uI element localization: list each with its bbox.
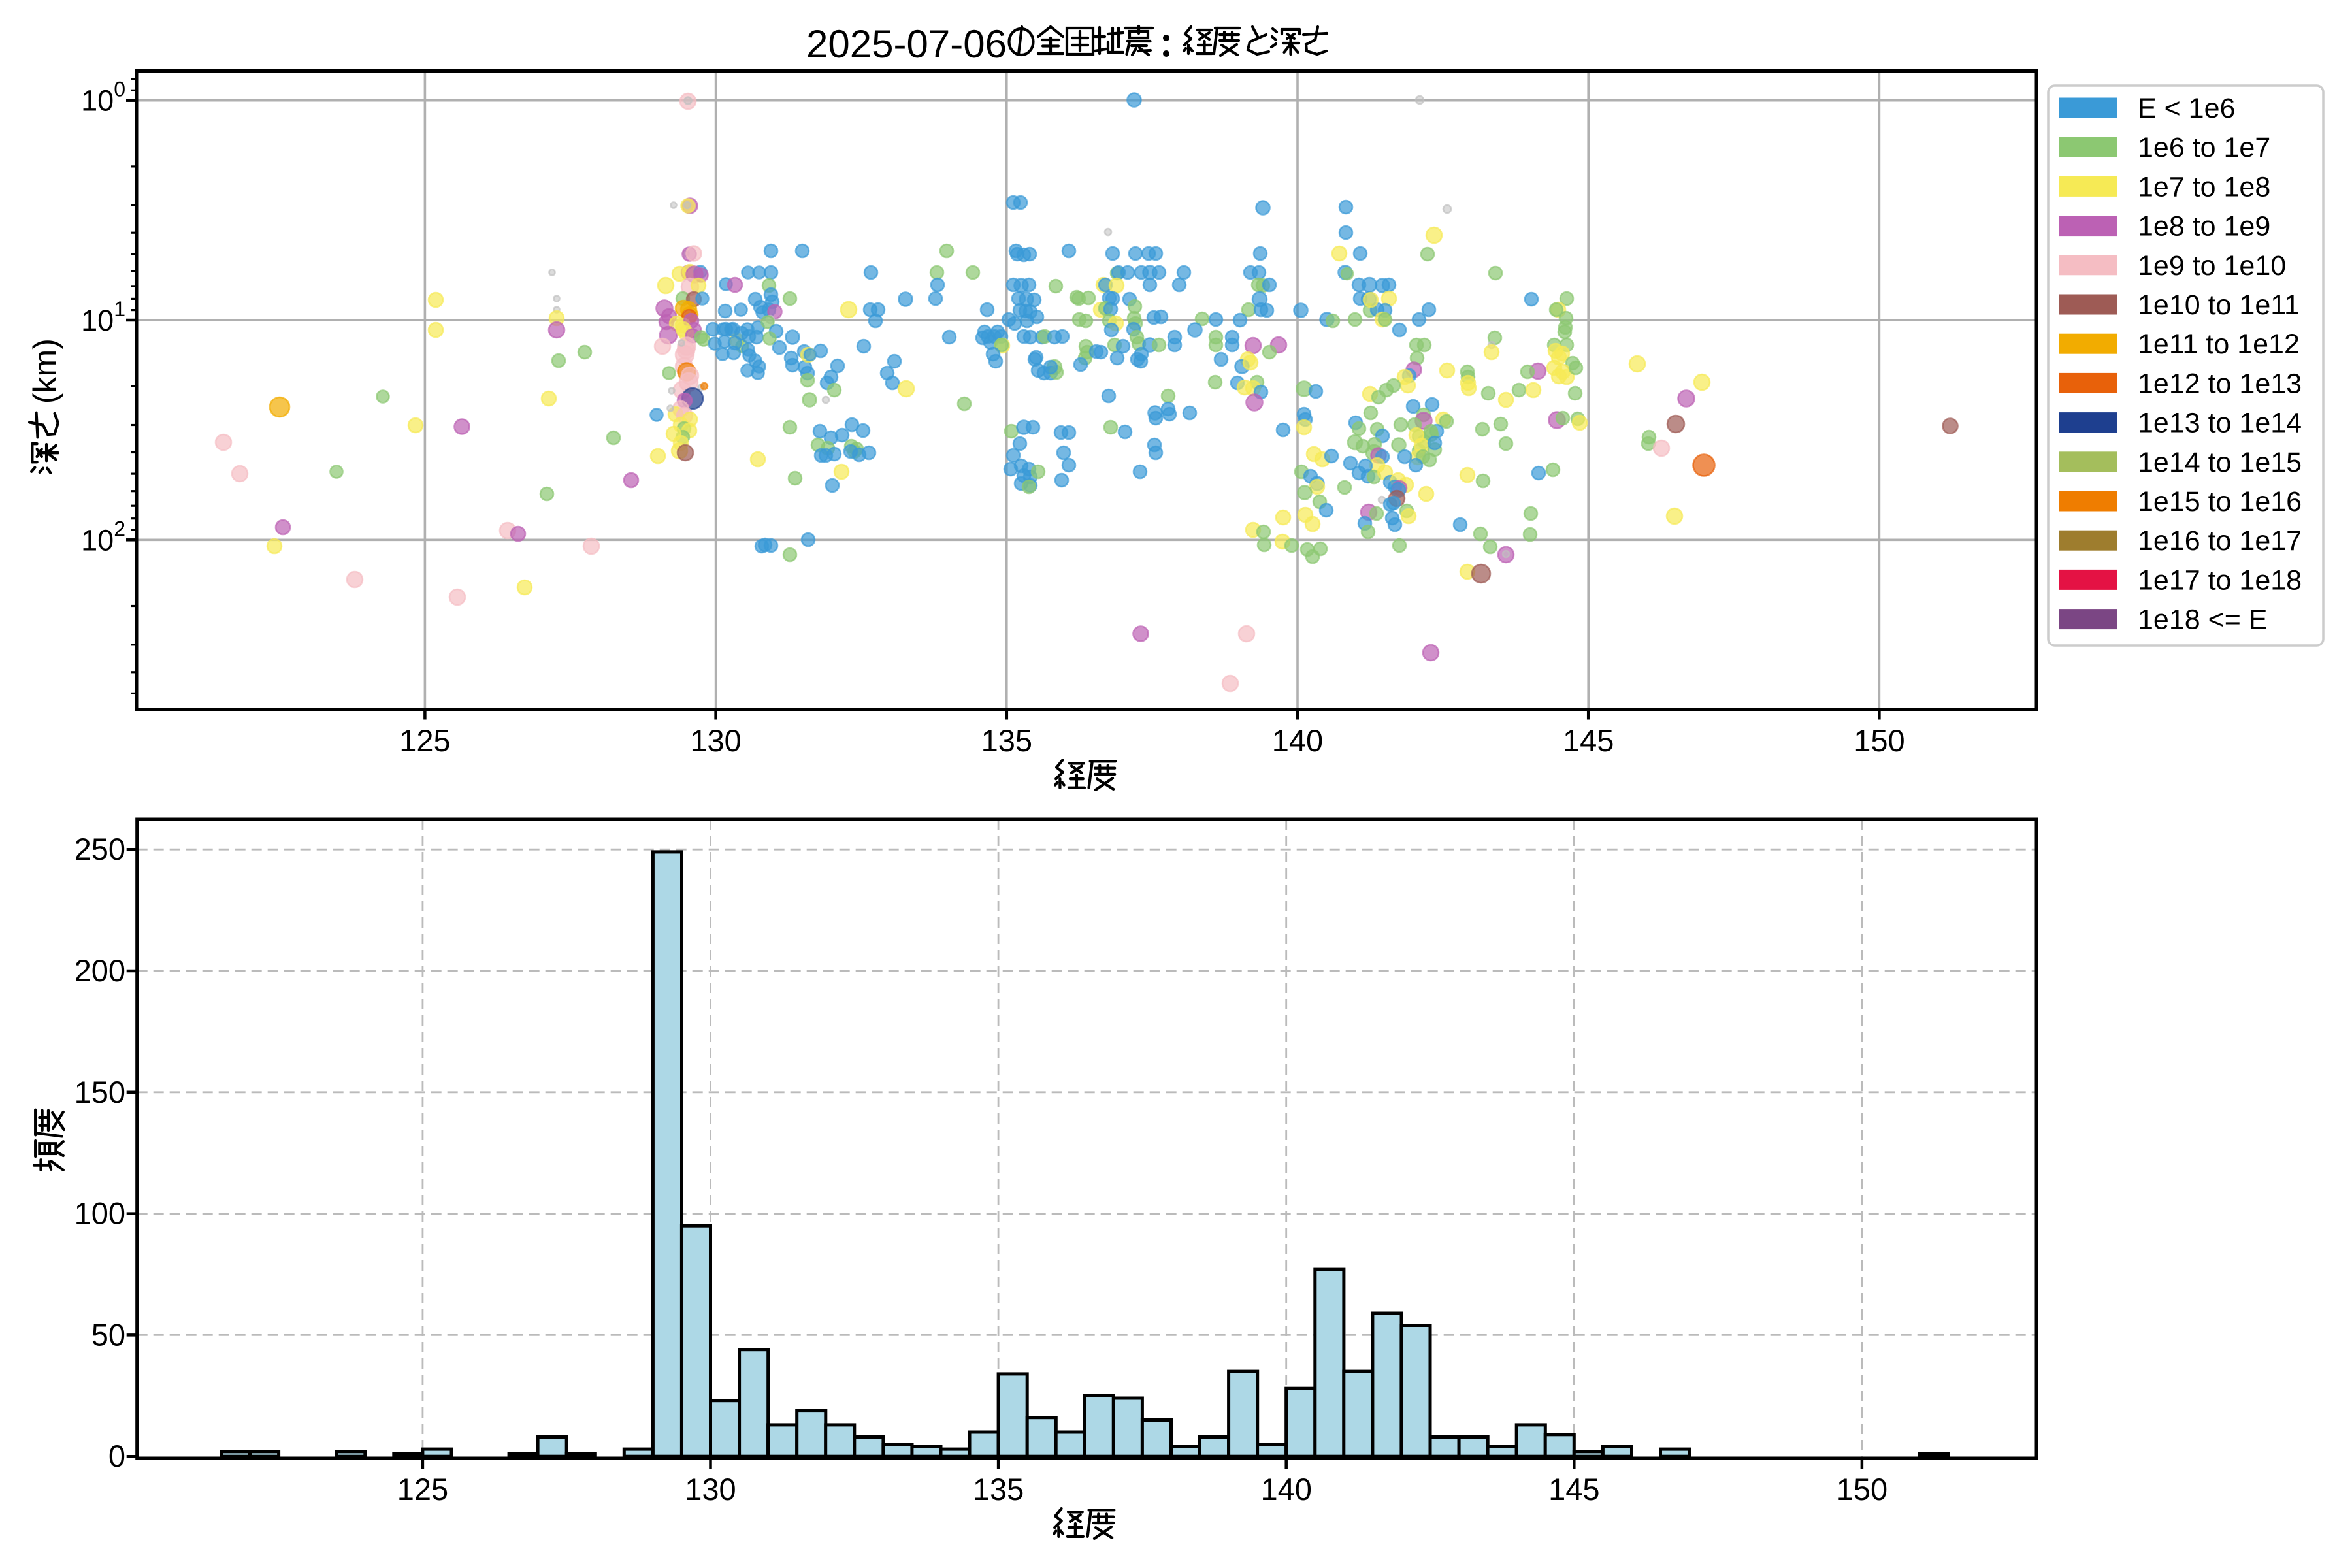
svg-text:150: 150	[74, 1075, 125, 1109]
svg-text:1e14 to 1e15: 1e14 to 1e15	[2138, 447, 2302, 478]
svg-text:1e15 to 1e16: 1e15 to 1e16	[2138, 486, 2302, 517]
svg-text:130: 130	[685, 1472, 736, 1507]
svg-text:135: 135	[981, 723, 1032, 758]
svg-text:1e11 to 1e12: 1e11 to 1e12	[2138, 329, 2300, 360]
svg-text:1e10 to 1e11: 1e10 to 1e11	[2138, 289, 2300, 321]
svg-text:125: 125	[399, 723, 450, 758]
svg-text:145: 145	[1563, 723, 1614, 758]
svg-text:1e6 to 1e7: 1e6 to 1e7	[2138, 132, 2270, 163]
svg-text:140: 140	[1260, 1472, 1311, 1507]
svg-text:(km): (km)	[27, 338, 63, 404]
svg-text:1e17 to 1e18: 1e17 to 1e18	[2138, 564, 2302, 596]
svg-text:2025-07-06: 2025-07-06	[806, 22, 1007, 66]
svg-text:1e16 to 1e17: 1e16 to 1e17	[2138, 525, 2302, 557]
svg-text:0: 0	[108, 1439, 125, 1473]
svg-text:135: 135	[973, 1472, 1024, 1507]
svg-text:250: 250	[74, 832, 125, 866]
svg-text:145: 145	[1548, 1472, 1599, 1507]
svg-text:1e9 to 1e10: 1e9 to 1e10	[2138, 250, 2286, 282]
svg-text:1e7 to 1e8: 1e7 to 1e8	[2138, 171, 2270, 203]
svg-text:1e13 to 1e14: 1e13 to 1e14	[2138, 408, 2302, 439]
svg-text:1e12 to 1e13: 1e12 to 1e13	[2138, 368, 2302, 399]
svg-text:140: 140	[1272, 723, 1323, 758]
svg-text:150: 150	[1854, 723, 1904, 758]
svg-text:125: 125	[397, 1472, 448, 1507]
svg-text:100: 100	[74, 1196, 125, 1231]
svg-text:200: 200	[74, 953, 125, 988]
svg-text:150: 150	[1837, 1472, 1887, 1507]
svg-text:E < 1e6: E < 1e6	[2138, 93, 2235, 124]
svg-text:130: 130	[690, 723, 741, 758]
svg-text:1e18 <= E: 1e18 <= E	[2138, 604, 2267, 636]
svg-text:50: 50	[91, 1317, 125, 1352]
svg-text:1e8 to 1e9: 1e8 to 1e9	[2138, 211, 2270, 242]
